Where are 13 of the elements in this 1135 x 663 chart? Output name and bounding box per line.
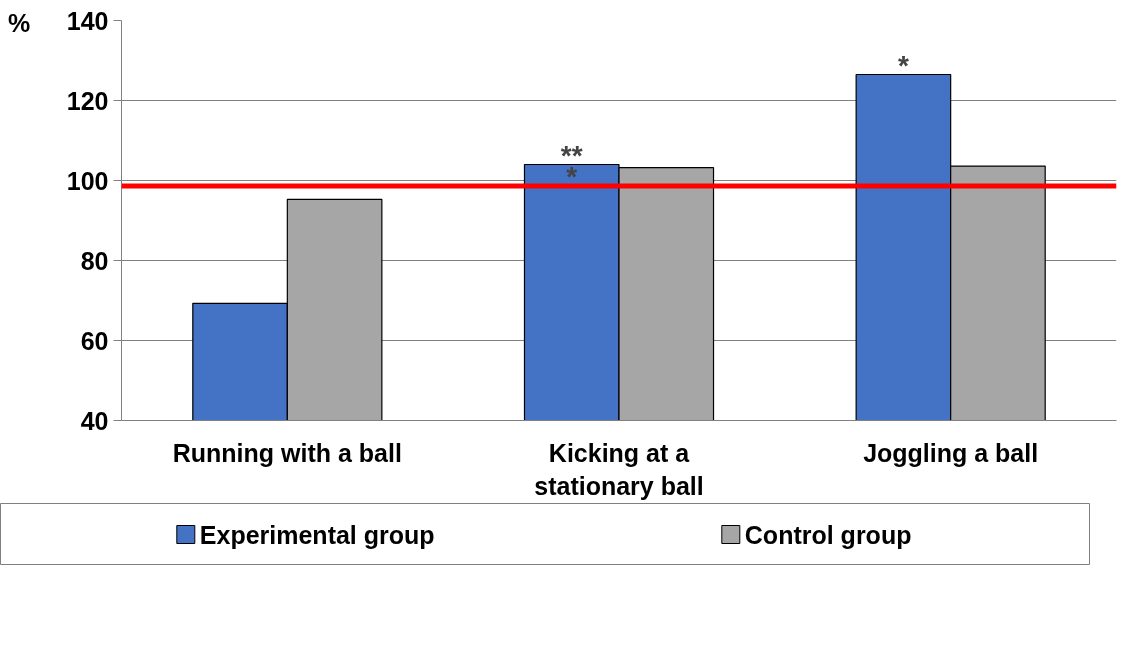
legend-label: Control group — [744, 520, 912, 549]
y-tick-label: 140 — [66, 6, 109, 35]
y-axis-title: % — [8, 8, 31, 39]
x-tick-label: Running with a ball — [172, 438, 402, 467]
annotation: * — [897, 49, 909, 81]
y-tick-label: 40 — [80, 406, 109, 435]
x-tick-label: Joggling a ball — [863, 438, 1039, 467]
legend-label: Experimental group — [199, 520, 435, 549]
y-tick-label: 60 — [80, 326, 109, 355]
y-tick-label: 100 — [66, 166, 109, 195]
x-tick-label: Kicking at a stationary ball — [534, 438, 704, 501]
y-tick-label: 120 — [66, 86, 109, 115]
y-tick-label: 80 — [80, 246, 109, 275]
